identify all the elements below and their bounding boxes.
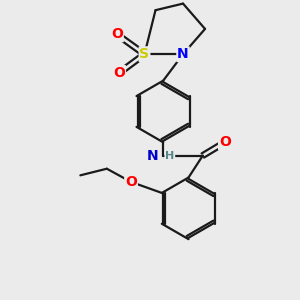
Text: H: H (165, 151, 174, 160)
Text: O: O (111, 27, 123, 41)
Text: N: N (146, 148, 158, 163)
Text: O: O (113, 66, 125, 80)
Text: O: O (125, 175, 137, 189)
Text: O: O (219, 135, 231, 149)
Text: N: N (177, 47, 189, 61)
Text: S: S (140, 47, 149, 61)
